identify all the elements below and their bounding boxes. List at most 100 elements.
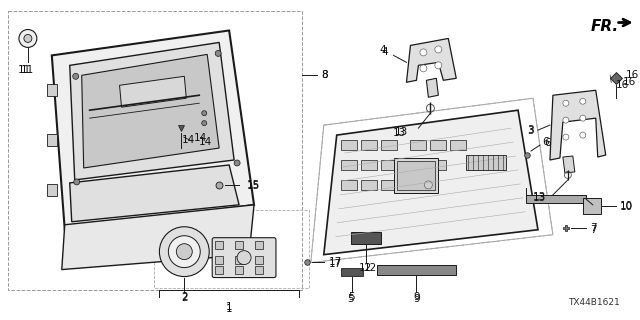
Text: 7: 7 bbox=[590, 223, 596, 233]
Circle shape bbox=[435, 62, 442, 69]
Text: 8: 8 bbox=[321, 70, 328, 80]
Text: 12: 12 bbox=[359, 263, 372, 273]
Polygon shape bbox=[120, 76, 186, 107]
Text: 16: 16 bbox=[623, 77, 636, 87]
Bar bbox=[360, 160, 376, 170]
Polygon shape bbox=[70, 43, 234, 180]
Circle shape bbox=[420, 65, 427, 72]
Bar bbox=[381, 160, 397, 170]
Bar bbox=[397, 161, 435, 190]
Text: 8: 8 bbox=[321, 70, 328, 80]
Polygon shape bbox=[426, 78, 438, 97]
Text: 11: 11 bbox=[19, 65, 31, 75]
Bar bbox=[466, 155, 506, 170]
Text: 14: 14 bbox=[195, 133, 207, 143]
Text: 1: 1 bbox=[226, 302, 232, 312]
Text: 16: 16 bbox=[626, 70, 639, 80]
Circle shape bbox=[177, 244, 192, 260]
Text: 10: 10 bbox=[620, 202, 633, 212]
Bar bbox=[340, 268, 363, 276]
Bar bbox=[451, 140, 466, 150]
Bar bbox=[381, 180, 397, 190]
Text: 3: 3 bbox=[527, 126, 534, 136]
Bar bbox=[410, 160, 426, 170]
Bar bbox=[340, 180, 356, 190]
Circle shape bbox=[24, 35, 32, 43]
Text: 15: 15 bbox=[247, 181, 260, 191]
Circle shape bbox=[563, 117, 569, 123]
Text: 7: 7 bbox=[590, 225, 596, 235]
Polygon shape bbox=[550, 90, 605, 160]
Bar bbox=[410, 140, 426, 150]
Bar bbox=[215, 241, 223, 249]
Bar bbox=[47, 134, 57, 146]
Circle shape bbox=[234, 160, 240, 166]
Circle shape bbox=[424, 181, 433, 189]
Bar bbox=[255, 241, 263, 249]
FancyBboxPatch shape bbox=[212, 238, 276, 277]
Bar bbox=[360, 180, 376, 190]
Circle shape bbox=[159, 227, 209, 276]
Text: 5: 5 bbox=[348, 292, 355, 302]
Circle shape bbox=[435, 46, 442, 53]
Text: 4: 4 bbox=[380, 45, 387, 55]
Text: 15: 15 bbox=[247, 180, 260, 190]
Text: 6: 6 bbox=[544, 138, 550, 148]
Polygon shape bbox=[62, 205, 254, 269]
Circle shape bbox=[202, 111, 207, 116]
Circle shape bbox=[563, 100, 569, 106]
Text: 12: 12 bbox=[364, 263, 377, 273]
Bar bbox=[351, 232, 381, 244]
Bar bbox=[583, 198, 601, 214]
Text: 13: 13 bbox=[532, 192, 546, 202]
Text: 16: 16 bbox=[616, 80, 629, 90]
Bar bbox=[235, 241, 243, 249]
Bar bbox=[255, 266, 263, 274]
Bar bbox=[430, 160, 446, 170]
Bar bbox=[376, 265, 456, 275]
Polygon shape bbox=[52, 30, 254, 230]
Bar bbox=[235, 266, 243, 274]
Text: 5: 5 bbox=[348, 294, 354, 304]
Polygon shape bbox=[406, 38, 456, 82]
Bar bbox=[526, 195, 586, 203]
Circle shape bbox=[580, 115, 586, 121]
Polygon shape bbox=[70, 165, 239, 222]
Text: 11: 11 bbox=[21, 65, 35, 75]
Bar bbox=[340, 160, 356, 170]
Bar bbox=[215, 266, 223, 274]
Circle shape bbox=[19, 29, 37, 47]
Bar bbox=[430, 140, 446, 150]
Circle shape bbox=[168, 236, 200, 268]
Bar bbox=[394, 158, 438, 193]
Text: TX44B1621: TX44B1621 bbox=[568, 299, 620, 308]
Bar bbox=[8, 11, 302, 290]
Text: 4: 4 bbox=[382, 47, 388, 57]
Circle shape bbox=[202, 121, 207, 126]
Text: 6: 6 bbox=[542, 137, 548, 147]
Text: 14: 14 bbox=[199, 137, 212, 147]
Bar bbox=[47, 84, 57, 96]
Circle shape bbox=[74, 179, 80, 185]
Text: 2: 2 bbox=[181, 292, 188, 302]
Bar bbox=[154, 210, 309, 287]
Text: 9: 9 bbox=[413, 292, 420, 302]
Text: 13: 13 bbox=[393, 128, 406, 138]
Bar bbox=[381, 140, 397, 150]
Text: 13: 13 bbox=[396, 127, 408, 137]
Circle shape bbox=[563, 134, 569, 140]
Circle shape bbox=[420, 49, 427, 56]
Text: FR.: FR. bbox=[591, 19, 619, 34]
Bar bbox=[340, 140, 356, 150]
Text: 2: 2 bbox=[181, 293, 188, 303]
Circle shape bbox=[73, 73, 79, 79]
Bar bbox=[47, 184, 57, 196]
Polygon shape bbox=[563, 156, 575, 173]
Polygon shape bbox=[324, 110, 538, 255]
Text: 9: 9 bbox=[413, 294, 420, 304]
Polygon shape bbox=[82, 54, 219, 168]
Circle shape bbox=[580, 132, 586, 138]
Circle shape bbox=[215, 51, 221, 56]
Bar bbox=[215, 256, 223, 264]
Text: 17: 17 bbox=[329, 259, 342, 268]
